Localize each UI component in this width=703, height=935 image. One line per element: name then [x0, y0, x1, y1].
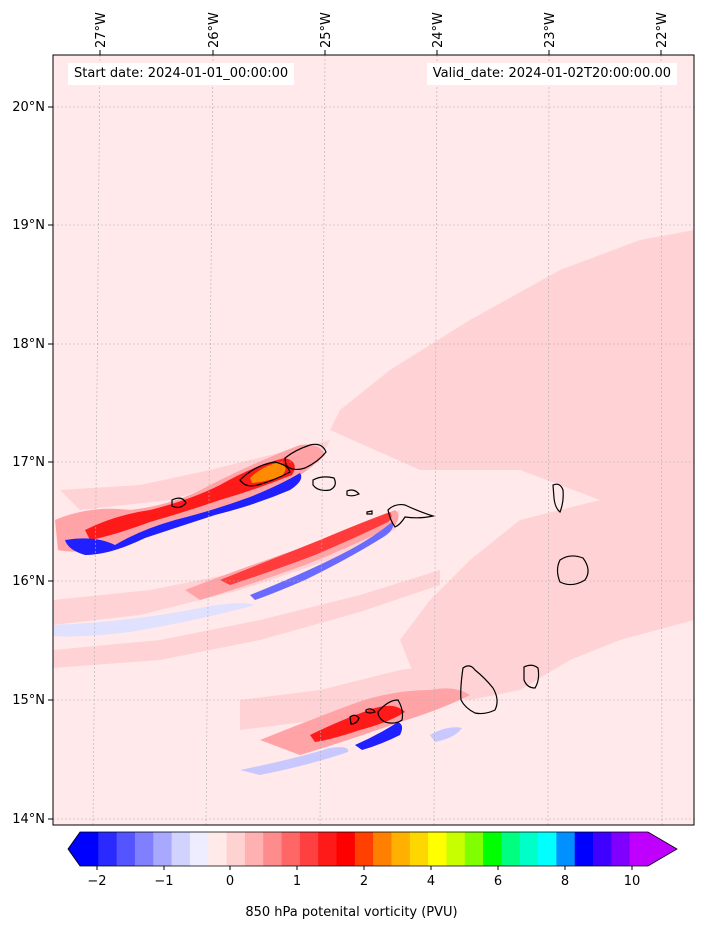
- pv-field-light-streak-1: [53, 510, 400, 625]
- cb-tick-2: 2: [360, 874, 368, 889]
- island-islet-2: [365, 708, 376, 714]
- gridlines: [53, 54, 694, 826]
- lon-label-25w: 25°W: [319, 12, 334, 48]
- colorbar-segment: [538, 832, 557, 866]
- pv-band-middle-blue: [250, 522, 394, 600]
- colorbar-segment: [299, 832, 319, 866]
- island-sao-vicente: [312, 476, 336, 492]
- island-santiago: [460, 665, 498, 715]
- lon-label-22w: 22°W: [655, 12, 670, 48]
- colorbar-segment: [611, 832, 631, 866]
- island-santa-luzia: [346, 489, 360, 497]
- lat-label-18n: 18°N: [12, 337, 45, 352]
- lon-label-27w: 27°W: [94, 12, 109, 48]
- colorbar-segment: [373, 832, 393, 866]
- cb-tick-6: 6: [494, 874, 502, 889]
- lat-label-19n: 19°N: [12, 218, 45, 233]
- colorbar-segment: [80, 832, 99, 866]
- island-boa-vista: [556, 555, 589, 586]
- colorbar-segment: [98, 832, 118, 866]
- pv-field: [53, 230, 694, 775]
- colorbar-segment: [189, 832, 209, 866]
- lat-label-15n: 15°N: [12, 693, 45, 708]
- cb-tick-0: 0: [226, 874, 234, 889]
- cb-tick-1: 1: [293, 874, 301, 889]
- island-santo-antao: [284, 443, 327, 471]
- colorbar-segment: [446, 832, 466, 866]
- lat-label-14n: 14°N: [12, 812, 45, 827]
- cb-tick-neg1: −1: [154, 874, 173, 889]
- cb-tick-4: 4: [427, 874, 435, 889]
- pv-band-middle-red: [220, 512, 392, 585]
- colorbar-segment: [464, 832, 484, 866]
- pv-field-light-region: [330, 230, 694, 500]
- cb-tick-10: 10: [624, 874, 641, 889]
- lon-label-24w: 24°W: [431, 12, 446, 48]
- colorbar-segment: [318, 832, 338, 866]
- lat-label-20n: 20°N: [12, 100, 45, 115]
- colorbar-segment: [574, 832, 594, 866]
- lon-axis: 27°W 26°W 25°W 24°W 23°W 22°W: [94, 12, 670, 55]
- lon-label-26w: 26°W: [207, 12, 222, 48]
- pv-field-light-region-south: [400, 500, 694, 700]
- pv-band-north-blue: [65, 473, 302, 555]
- colorbar-extend-min: [68, 832, 80, 866]
- valid-date-label: Valid_date: 2024-01-02T20:00:00.00: [426, 63, 677, 85]
- colorbar-outline: [67, 831, 678, 867]
- start-date-label: Start date: 2024-01-01_00:00:00: [68, 63, 295, 85]
- colorbar-ticks: −2 −1 0 1 2 4 6 8 10: [87, 866, 640, 889]
- colorbar-extend-max: [648, 832, 677, 866]
- island-maio: [523, 664, 540, 689]
- colorbar-label: 850 hPa potenital vorticity (PVU): [245, 905, 458, 920]
- colorbar-segment: [134, 832, 154, 866]
- colorbar-segment: [153, 832, 173, 866]
- pv-field-light-streak-3: [60, 440, 330, 510]
- island-small-1: [366, 510, 373, 515]
- colorbar-segment: [226, 832, 246, 866]
- coastlines: [171, 443, 589, 725]
- lat-label-16n: 16°N: [12, 574, 45, 589]
- colorbar-segment: [116, 832, 136, 866]
- cb-tick-neg2: −2: [87, 874, 106, 889]
- colorbar-segment: [556, 832, 576, 866]
- colorbar-segment: [354, 832, 374, 866]
- colorbar-segment: [483, 832, 503, 866]
- colorbar-segment: [281, 832, 301, 866]
- colorbar-segment: [501, 832, 521, 866]
- island-fogo: [377, 699, 404, 724]
- colorbar-segment: [391, 832, 411, 866]
- colorbar-segment: [593, 832, 612, 866]
- island-brava: [349, 714, 360, 725]
- island-sal: [552, 483, 564, 513]
- colorbar-segment: [519, 832, 539, 866]
- colorbar-segment: [244, 832, 264, 866]
- colorbar: [67, 831, 678, 867]
- colorbar-segment: [171, 832, 191, 866]
- colorbar-segment: [409, 832, 429, 866]
- pv-band-south-lightblue: [240, 747, 349, 775]
- pv-band-south-red: [310, 705, 405, 742]
- pv-patch-lightblue-2: [53, 603, 255, 637]
- map-frame: [52, 54, 695, 826]
- cb-tick-8: 8: [561, 874, 569, 889]
- colorbar-segment: [208, 832, 228, 866]
- colorbar-segment: [263, 832, 283, 866]
- island-sao-nicolau: [387, 503, 436, 528]
- island-islet-3: [171, 497, 187, 509]
- pv-field-light-streak-4: [240, 660, 470, 730]
- colorbar-segment: [428, 832, 448, 866]
- lon-label-23w: 23°W: [543, 12, 558, 48]
- colorbar-segment: [336, 832, 356, 866]
- colorbar-segment: [629, 832, 649, 866]
- island-sao-vicente-north: [239, 461, 291, 487]
- lat-label-17n: 17°N: [12, 455, 45, 470]
- lat-axis: 20°N 19°N 18°N 17°N 16°N 15°N 14°N: [12, 100, 53, 827]
- pv-patch-lightblue-1: [430, 727, 462, 742]
- pv-band-south-blue: [355, 722, 403, 750]
- pv-field-light-streak-2: [53, 570, 440, 668]
